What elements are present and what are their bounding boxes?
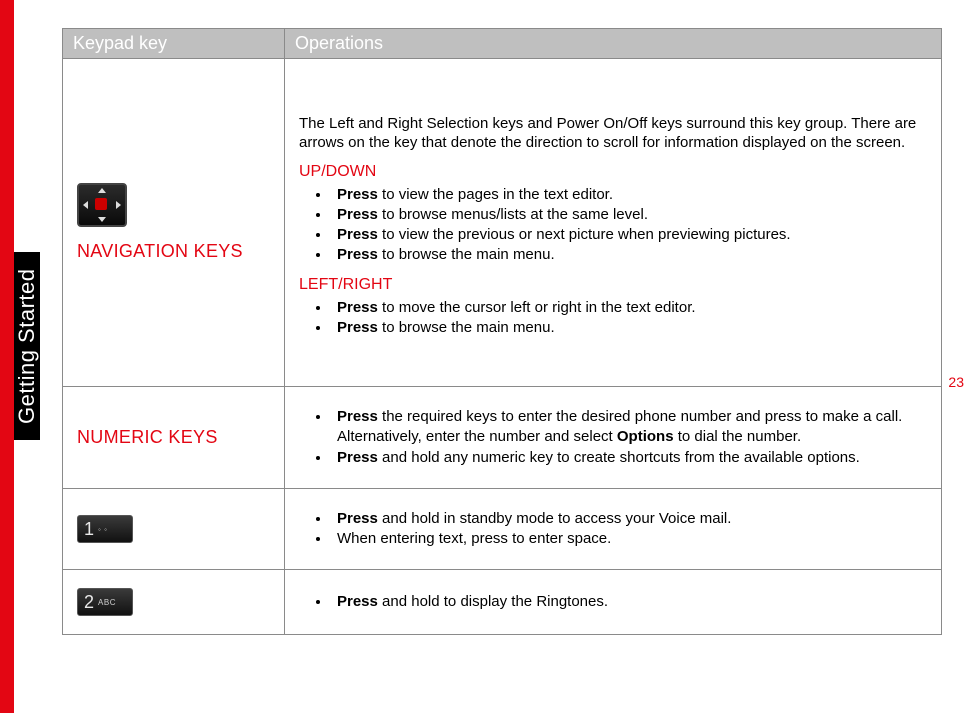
row-label: NAVIGATION KEYS [77,241,270,262]
list-item: Press to browse the main menu. [331,245,927,265]
table-row: 2 ABC Press and hold to display the Ring… [63,570,942,635]
section-tab: Getting Started [14,252,40,440]
updown-list: Press to view the pages in the text edit… [299,185,927,266]
left-stripe [0,0,14,713]
row-label: NUMERIC KEYS [77,427,270,448]
page-number: 23 [948,374,964,390]
key-1-icon: 1 ◦ ◦ [77,515,133,543]
list-item: Press the required keys to enter the des… [331,407,927,448]
key-cell-1: 1 ◦ ◦ [63,488,285,570]
table-row: NUMERIC KEYS Press the required keys to … [63,387,942,489]
key-cell-nav: NAVIGATION KEYS [63,59,285,387]
subheading-leftright: LEFT/RIGHT [299,276,927,294]
key-cell-numeric: NUMERIC KEYS [63,387,285,489]
list-item: Press to view the previous or next pictu… [331,225,927,245]
list-item: Press to view the pages in the text edit… [331,185,927,205]
nav-intro-text: The Left and Right Selection keys and Po… [299,115,927,153]
list-item: Press to move the cursor left or right i… [331,298,927,318]
ops-cell-1: Press and hold in standby mode to access… [285,488,942,570]
list-item: Press and hold any numeric key to create… [331,448,927,468]
col-header-ops: Operations [285,29,942,59]
col-header-key: Keypad key [63,29,285,59]
numeric-list: Press the required keys to enter the des… [299,407,927,468]
list-item: Press to browse the main menu. [331,318,927,338]
page-content: Keypad key Operations NAVIGATION KEYS Th… [62,28,942,635]
table-row: 1 ◦ ◦ Press and hold in standby mode to … [63,488,942,570]
keypad-table: Keypad key Operations NAVIGATION KEYS Th… [62,28,942,635]
list-item: Press and hold in standby mode to access… [331,509,927,529]
list-item: Press to browse menus/lists at the same … [331,205,927,225]
key1-list: Press and hold in standby mode to access… [299,509,927,550]
key2-list: Press and hold to display the Ringtones. [299,592,927,612]
table-row: NAVIGATION KEYS The Left and Right Selec… [63,59,942,387]
ops-cell-2: Press and hold to display the Ringtones. [285,570,942,635]
list-item: When entering text, press to enter space… [331,529,927,549]
key-cell-2: 2 ABC [63,570,285,635]
table-header-row: Keypad key Operations [63,29,942,59]
leftright-list: Press to move the cursor left or right i… [299,298,927,339]
ops-cell-numeric: Press the required keys to enter the des… [285,387,942,489]
navigation-dpad-icon [77,183,127,227]
list-item: Press and hold to display the Ringtones. [331,592,927,612]
subheading-updown: UP/DOWN [299,163,927,181]
key-2-icon: 2 ABC [77,588,133,616]
ops-cell-nav: The Left and Right Selection keys and Po… [285,59,942,387]
